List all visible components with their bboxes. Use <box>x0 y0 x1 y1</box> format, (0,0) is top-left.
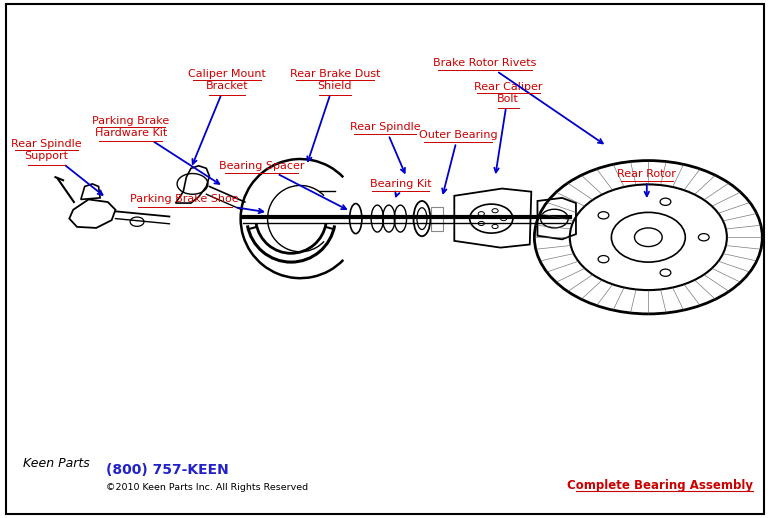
Circle shape <box>660 198 671 206</box>
Text: Rear Caliper
Bolt: Rear Caliper Bolt <box>474 82 542 172</box>
Circle shape <box>660 269 671 276</box>
Text: Parking Brake Shoe: Parking Brake Shoe <box>130 194 263 213</box>
Text: (800) 757-KEEN: (800) 757-KEEN <box>106 463 229 478</box>
Text: Keen Parts: Keen Parts <box>23 457 90 470</box>
Text: Rear Spindle
Support: Rear Spindle Support <box>11 139 102 195</box>
Circle shape <box>500 217 507 221</box>
Text: Bearing Kit: Bearing Kit <box>370 179 431 196</box>
Text: Rear Spindle: Rear Spindle <box>350 122 420 172</box>
Circle shape <box>478 221 484 225</box>
Circle shape <box>598 255 609 263</box>
Circle shape <box>478 212 484 216</box>
Text: Outer Bearing: Outer Bearing <box>419 130 497 193</box>
Circle shape <box>492 209 498 213</box>
Text: Rear Brake Dust
Shield: Rear Brake Dust Shield <box>290 69 380 161</box>
Circle shape <box>698 234 709 241</box>
Text: Brake Rotor Rivets: Brake Rotor Rivets <box>434 58 603 143</box>
Text: Caliper Mount
Bracket: Caliper Mount Bracket <box>188 69 266 164</box>
Text: Rear Rotor: Rear Rotor <box>618 168 676 196</box>
Text: ©2010 Keen Parts Inc. All Rights Reserved: ©2010 Keen Parts Inc. All Rights Reserve… <box>106 483 308 493</box>
Text: Bearing Spacer: Bearing Spacer <box>219 161 346 209</box>
Circle shape <box>492 224 498 228</box>
Text: Complete Bearing Assembly: Complete Bearing Assembly <box>567 479 753 493</box>
Circle shape <box>598 212 609 219</box>
Text: Parking Brake
Hardware Kit: Parking Brake Hardware Kit <box>92 116 219 184</box>
